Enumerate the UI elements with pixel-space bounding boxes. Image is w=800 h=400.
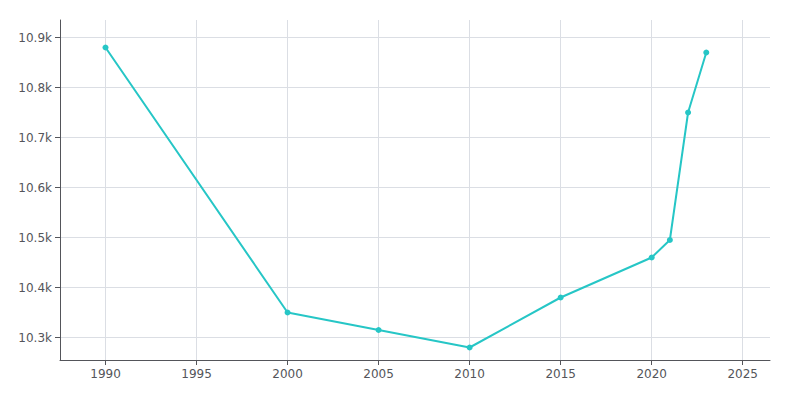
svg-text:10.8k: 10.8k [18,81,52,95]
svg-text:10.7k: 10.7k [18,131,52,145]
svg-text:10.9k: 10.9k [18,31,52,45]
svg-text:2010: 2010 [454,367,485,381]
svg-text:1990: 1990 [90,367,121,381]
svg-text:2005: 2005 [363,367,394,381]
svg-text:10.5k: 10.5k [18,231,52,245]
svg-text:10.6k: 10.6k [18,181,52,195]
svg-text:2015: 2015 [545,367,576,381]
svg-text:10.3k: 10.3k [18,331,52,345]
svg-text:10.4k: 10.4k [18,281,52,295]
svg-text:1995: 1995 [181,367,212,381]
svg-text:2020: 2020 [636,367,667,381]
svg-text:2025: 2025 [727,367,758,381]
svg-text:2000: 2000 [272,367,303,381]
